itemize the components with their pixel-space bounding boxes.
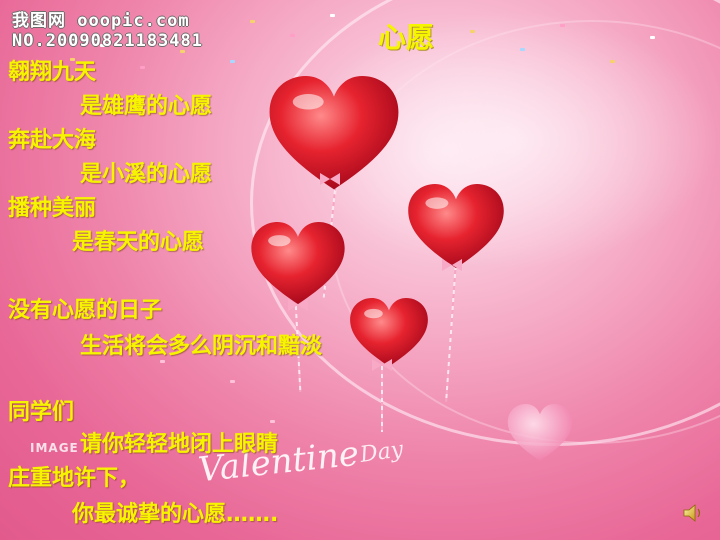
heart-balloon-icon xyxy=(269,76,399,190)
poem-line: 生活将会多么阴沉和黯淡 xyxy=(80,334,323,359)
confetti xyxy=(560,24,565,27)
confetti xyxy=(650,36,655,39)
heart-balloon-icon xyxy=(251,222,345,305)
poem-line: 是小溪的心愿 xyxy=(80,162,213,187)
watermark-site: 我图网 ooopic.com xyxy=(12,11,190,31)
confetti xyxy=(180,50,185,53)
heart-balloon-icon xyxy=(350,298,428,367)
ribbon-bow-icon xyxy=(320,173,340,185)
confetti xyxy=(100,44,105,47)
poem-line: 是春天的心愿 xyxy=(72,230,205,255)
slide-title: 心愿 xyxy=(378,21,435,54)
watermark-number: NO.20090821183481 xyxy=(12,31,203,51)
ribbon-bow-icon xyxy=(288,299,308,311)
poem-line: 请你轻轻地闭上眼睛 xyxy=(80,432,279,457)
confetti xyxy=(330,14,335,17)
small-heart-icon xyxy=(507,404,573,461)
background-image-text: IMAGE xyxy=(30,441,79,455)
balloon-string xyxy=(381,362,383,432)
confetti xyxy=(230,60,235,63)
poem-line: 奔赴大海 xyxy=(8,128,97,153)
confetti xyxy=(250,20,255,23)
speaker-icon[interactable] xyxy=(682,502,704,524)
confetti xyxy=(70,58,75,61)
confetti xyxy=(140,66,145,69)
poem-line: 翱翔九天 xyxy=(8,60,97,85)
poem-line: 是雄鹰的心愿 xyxy=(80,94,213,119)
poem-line: 你最诚挚的心愿……. xyxy=(72,502,279,527)
day-script-text: Day xyxy=(358,437,405,468)
confetti xyxy=(470,30,475,33)
poem-line: 播种美丽 xyxy=(8,196,97,221)
ribbon-bow-icon xyxy=(372,359,392,371)
confetti xyxy=(290,34,295,37)
confetti xyxy=(520,48,525,51)
poem-line: 同学们 xyxy=(8,400,75,425)
ribbon-bow-icon xyxy=(442,259,462,271)
heart-balloon-icon xyxy=(408,184,504,269)
confetti xyxy=(270,420,275,423)
poem-line: 没有心愿的日子 xyxy=(8,298,163,323)
poem-line: 庄重地许下， xyxy=(8,466,141,491)
confetti xyxy=(160,360,165,363)
confetti xyxy=(230,380,235,383)
confetti xyxy=(610,60,615,63)
